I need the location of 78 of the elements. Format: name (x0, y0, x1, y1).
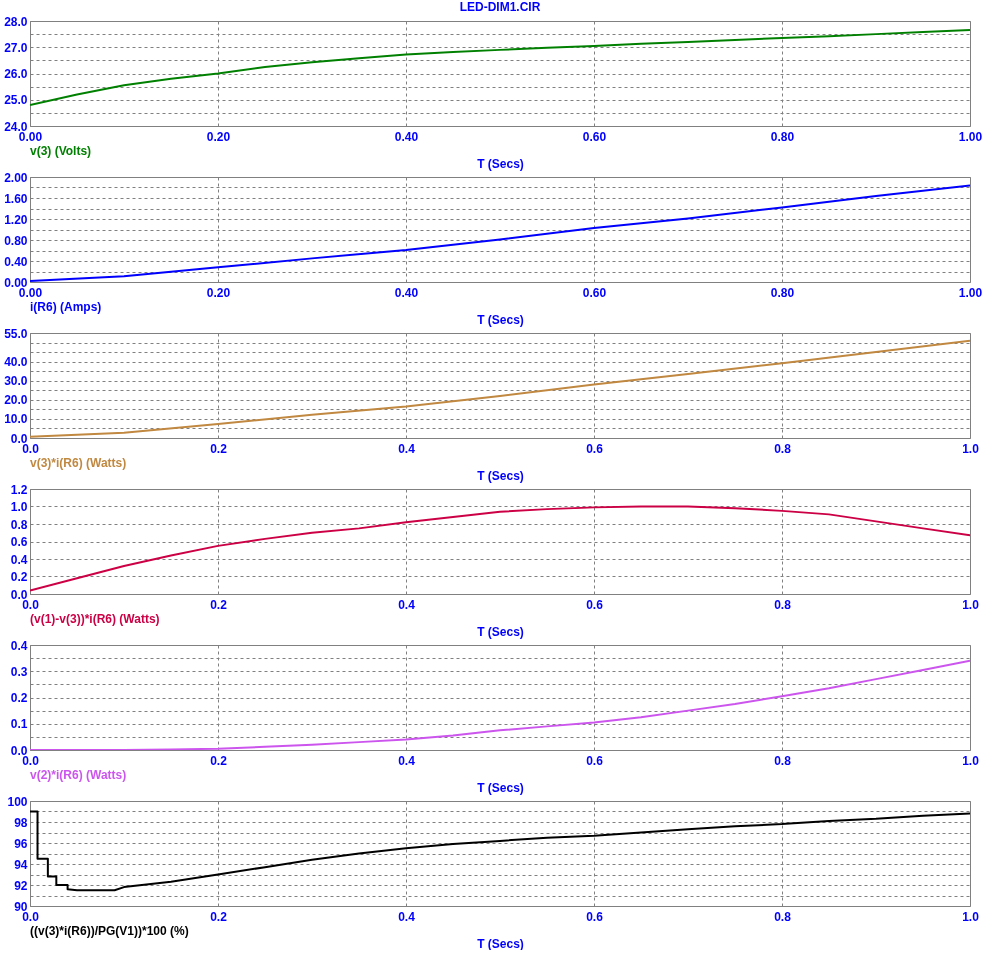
y-tick-label: 0.80 (4, 233, 28, 248)
series-label: v(3)*i(R6) (Watts) (30, 456, 127, 470)
line-series (30, 659, 970, 750)
line-series (30, 339, 970, 438)
y-tick-label: 100 (7, 794, 28, 809)
y-tick-label: 94 (14, 857, 28, 872)
x-tick-label: 0.40 (394, 285, 419, 300)
line-series (30, 28, 970, 106)
x-tick-label: 1.0 (962, 597, 980, 612)
x-axis-title: T (Secs) (477, 780, 524, 795)
x-axis-title: T (Secs) (477, 624, 524, 639)
x-tick-label: 0.20 (206, 129, 231, 144)
y-tick-label: 2.00 (4, 170, 28, 185)
x-tick-label: 0.8 (774, 597, 792, 612)
x-tick-label: 1.0 (962, 441, 980, 456)
y-tick-label: 10.0 (4, 412, 28, 427)
x-tick-label: 0.8 (774, 909, 792, 924)
x-tick-label: 1.00 (958, 129, 983, 144)
line-series (30, 184, 970, 282)
series-label: v(2)*i(R6) (Watts) (30, 768, 127, 782)
x-tick-label: 0.2 (210, 753, 228, 768)
x-axis-title: T (Secs) (477, 936, 524, 951)
x-tick-label: 0.6 (586, 597, 604, 612)
y-tick-label: 98 (14, 815, 28, 830)
y-tick-label: 0.8 (10, 517, 28, 532)
y-tick-label: 30.0 (4, 374, 28, 389)
x-tick-label: 0.4 (398, 909, 416, 924)
chart-title: LED-DIM1.CIR (459, 0, 541, 14)
x-tick-label: 0.6 (586, 909, 604, 924)
x-tick-label: 0.2 (210, 909, 228, 924)
y-tick-label: 27.0 (4, 40, 28, 55)
x-tick-label: 0.60 (582, 129, 607, 144)
x-tick-label: 0.80 (770, 129, 795, 144)
y-tick-label: 25.0 (4, 93, 28, 108)
y-tick-label: 96 (14, 836, 28, 851)
x-tick-label: 0.4 (398, 753, 416, 768)
y-tick-label: 0.3 (10, 664, 28, 679)
y-tick-label: 40.0 (4, 355, 28, 370)
x-tick-label: 0.4 (398, 441, 416, 456)
line-series (30, 505, 970, 592)
x-axis-title: T (Secs) (477, 312, 524, 327)
series-label: (v(1)-v(3))*i(R6) (Watts) (30, 612, 160, 626)
y-tick-label: 0.4 (10, 552, 28, 567)
x-axis-title: T (Secs) (477, 156, 524, 171)
y-tick-label: 1.60 (4, 191, 28, 206)
y-tick-label: 1.20 (4, 212, 28, 227)
x-tick-label: 0.20 (206, 285, 231, 300)
x-tick-label: 1.0 (962, 909, 980, 924)
text: v(3) (Volts) (30, 144, 92, 158)
y-tick-label: 92 (14, 878, 28, 893)
y-tick-label: 0.4 (10, 638, 28, 653)
x-tick-label: 0.6 (586, 753, 604, 768)
y-tick-label: 0.6 (10, 535, 28, 549)
x-tick-label: 0.4 (398, 597, 416, 612)
x-tick-label: 1.0 (962, 753, 980, 768)
y-tick-label: 26.0 (4, 67, 28, 81)
y-tick-label: 0.2 (10, 691, 28, 705)
text: ((v(3)*i(R6))/PG(V1))*100 (%) (30, 924, 189, 938)
y-tick-label: 1.2 (10, 482, 28, 497)
y-tick-label: 20.0 (4, 393, 28, 408)
x-tick-label: 0.60 (582, 285, 607, 300)
x-tick-label: 0.2 (210, 597, 228, 612)
x-tick-label: 0.8 (774, 441, 792, 456)
y-tick-label: 0.1 (10, 717, 28, 732)
series-label: i(R6) (Amps) (30, 300, 102, 314)
x-tick-label: 1.00 (958, 285, 983, 300)
y-tick-label: 0.40 (4, 254, 28, 269)
x-axis-title: T (Secs) (477, 468, 524, 483)
y-tick-label: 0.2 (10, 570, 28, 584)
y-tick-label: 1.0 (10, 500, 28, 514)
y-tick-label: 55.0 (4, 326, 28, 341)
x-tick-label: 0.6 (586, 441, 604, 456)
x-tick-label: 0.8 (774, 753, 792, 768)
x-tick-label: 0.80 (770, 285, 795, 300)
y-tick-label: 28.0 (4, 14, 28, 29)
x-tick-label: 0.40 (394, 129, 419, 144)
line-series (30, 810, 970, 892)
x-tick-label: 0.2 (210, 441, 228, 456)
